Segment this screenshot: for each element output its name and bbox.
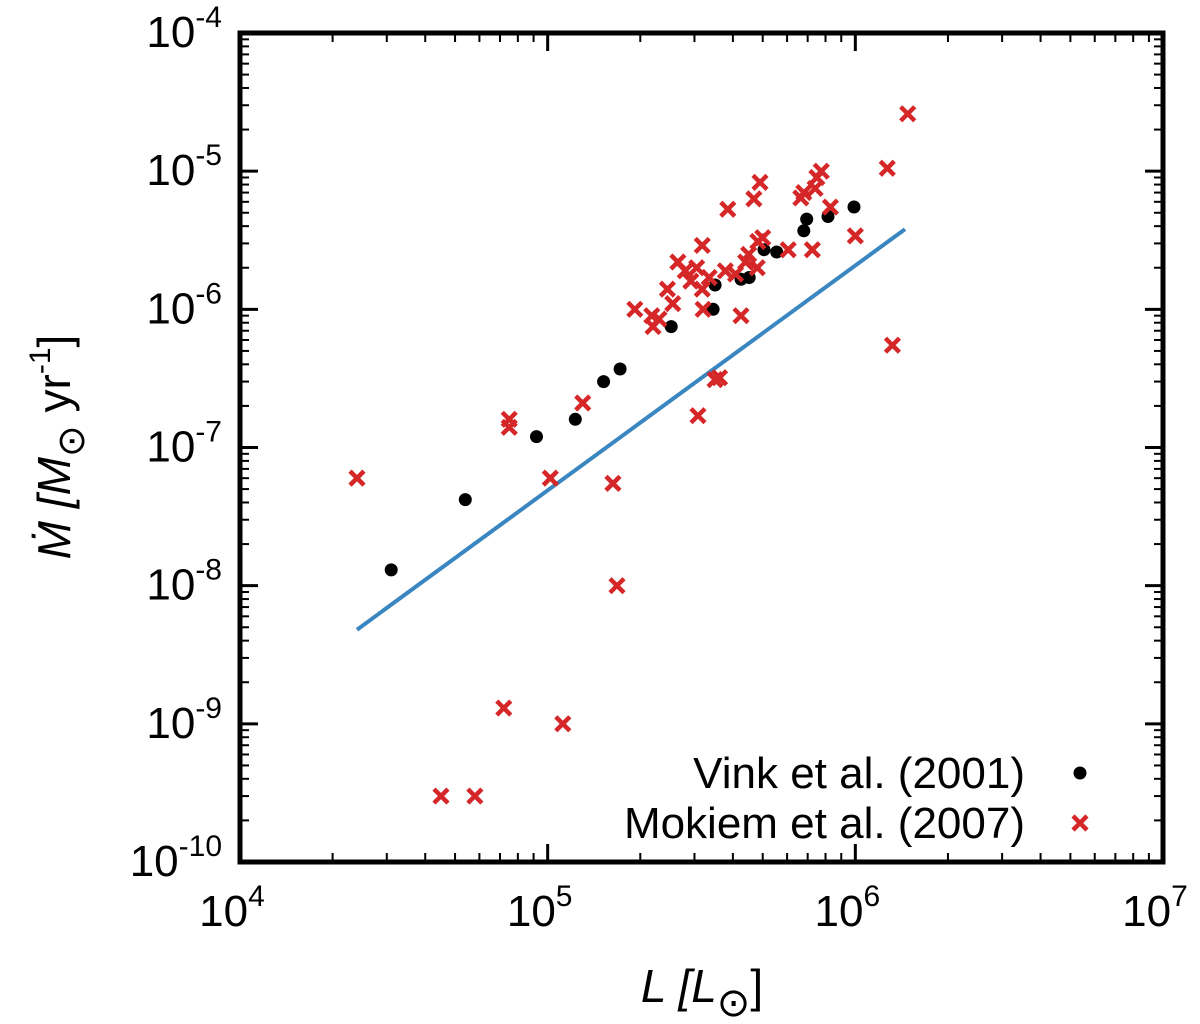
legend-label-mokiem: Mokiem et al. (2007) (624, 799, 1025, 848)
legend: Vink et al. (2001) Mokiem et al. (2007) (624, 749, 1089, 848)
mokiem-data-point (466, 787, 484, 805)
mokiem-data-point (664, 295, 682, 313)
mokiem-data-point (676, 262, 694, 280)
mokiem-data-point (500, 410, 518, 428)
mokiem-data-point (700, 268, 718, 287)
y-tick-label: 10-10 (130, 830, 222, 886)
x-tick-label: 107 (1122, 880, 1188, 936)
vink-data-point (706, 302, 720, 316)
vink-data-point (797, 224, 811, 238)
mokiem-data-point (878, 159, 896, 177)
vink-data-point (568, 412, 582, 426)
mokiem-data-point (554, 715, 572, 733)
vink-data-point (664, 320, 678, 334)
mokiem-data-point (803, 241, 821, 259)
mokiem-data-point (348, 469, 366, 487)
mokiem-data-point (748, 259, 766, 277)
vink-data-point (458, 493, 472, 507)
mokiem-data-point (432, 787, 450, 805)
y-axis-label-end: ] (28, 335, 80, 348)
x-axis-label-main: L [L (641, 960, 717, 1012)
y-axis-label-sup: -1 (24, 347, 57, 374)
y-axis-label-main: Ṁ [M (28, 456, 80, 559)
mokiem-data-point (821, 198, 840, 216)
y-axis-label-mid: yr (28, 374, 80, 425)
x-axis-label-sub: ⊙ (717, 981, 751, 1024)
mokiem-data-point (626, 300, 644, 318)
mokiem-data-point (883, 336, 902, 354)
y-tick-label: 10-8 (146, 554, 222, 610)
y-axis-label: Ṁ [M⊙ yr-1] (24, 335, 93, 560)
mokiem-data-point (710, 369, 729, 387)
mokiem-data-point (719, 200, 737, 218)
y-tick-label: 10-6 (146, 277, 222, 333)
vink-data-point (530, 430, 543, 444)
mokiem-data-point (795, 183, 813, 202)
x-tick-label: 104 (199, 880, 265, 936)
mokiem-data-point (751, 173, 769, 191)
mokiem-data-point (745, 190, 763, 208)
legend-marker-dot (1073, 766, 1087, 780)
legend-label-vink: Vink et al. (2001) (693, 749, 1025, 798)
x-tick-label: 105 (507, 880, 573, 936)
mokiem-data-point (846, 227, 864, 245)
mokiem-data-point (604, 474, 622, 492)
vink-data-point (597, 375, 611, 389)
mokiem-data-point (495, 699, 513, 717)
vink-data-point (847, 200, 861, 214)
y-tick-label: 10-9 (146, 692, 222, 748)
mokiem-data-point (689, 407, 707, 425)
mokiem-data-point (754, 229, 772, 247)
mokiem-data-point (608, 577, 626, 595)
legend-marker-cross (1071, 814, 1089, 832)
mokiem-data-point (732, 307, 750, 325)
mokiem-data-point (899, 105, 917, 123)
mokiem-data-point (740, 245, 758, 263)
plot-frame (237, 30, 1166, 865)
y-tick-label: 10-7 (146, 416, 222, 472)
mokiem-data-point (812, 162, 830, 180)
fit-line-layer (355, 227, 907, 632)
mokiem-data-point (541, 469, 559, 487)
y-axis-label-sub: ⊙ (51, 425, 93, 457)
vink-data-point (800, 212, 814, 226)
x-axis-label: L [L⊙] (641, 960, 763, 1024)
vink-data-point (384, 563, 398, 577)
vink-data-point (613, 362, 627, 376)
x-axis-label-end: ] (750, 960, 763, 1012)
y-tick-label: 10-5 (146, 139, 222, 195)
mokiem-data-point (650, 310, 668, 328)
fit-line (355, 227, 907, 632)
data-points-layer (348, 105, 917, 805)
mokiem-data-point (693, 236, 711, 255)
y-tick-label: 10-4 (146, 1, 222, 57)
mokiem-data-point (682, 272, 700, 290)
mokiem-data-point (658, 280, 676, 298)
x-tick-label: 106 (815, 880, 881, 936)
mokiem-data-point (574, 394, 592, 412)
mokiem-data-point (693, 280, 711, 298)
mokiem-data-point (694, 300, 712, 318)
mokiem-data-point (779, 241, 797, 259)
